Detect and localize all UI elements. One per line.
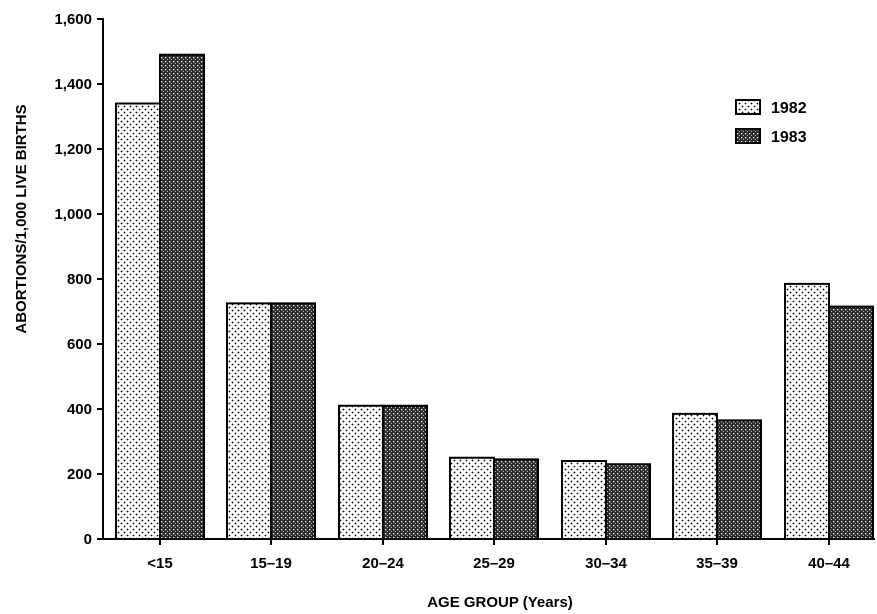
y-tick-label: 1,600 <box>54 11 92 28</box>
legend: 1982 1983 <box>735 99 807 146</box>
bar-1983-3 <box>493 458 539 540</box>
x-tick-label: 25–29 <box>473 555 515 572</box>
y-axis-title: ABORTIONS/1,000 LIVE BIRTHS <box>13 104 30 333</box>
x-axis-ticks: <15 15–19 20–24 25–29 30–34 35–39 40–44 <box>147 539 851 572</box>
bar-1982-3 <box>449 456 495 540</box>
x-tick-label: 40–44 <box>808 555 850 572</box>
bar-1982-6 <box>784 282 830 540</box>
bar-1983-5 <box>716 419 762 540</box>
bar-1982-1 <box>226 302 272 540</box>
x-tick-label: 15–19 <box>250 555 292 572</box>
legend-label-1982: 1982 <box>771 100 807 117</box>
bar-1982-2 <box>338 404 384 540</box>
x-tick-label: 30–34 <box>585 555 627 572</box>
y-tick-label: 600 <box>67 336 92 353</box>
bar-1982-4 <box>561 460 607 540</box>
bar-1983-2 <box>382 404 428 540</box>
y-tick-label: 0 <box>84 531 92 548</box>
legend-label-1983: 1983 <box>771 129 807 146</box>
bar-1983-0 <box>159 53 205 540</box>
y-tick-label: 1,400 <box>54 76 92 93</box>
bar-1983-1 <box>270 302 316 540</box>
y-tick-label: 1,200 <box>54 141 92 158</box>
x-axis-title: AGE GROUP (Years) <box>427 594 573 611</box>
y-tick-label: 400 <box>67 401 92 418</box>
bar-1983-6 <box>828 305 874 540</box>
y-tick-label: 200 <box>67 466 92 483</box>
legend-swatch-1983 <box>735 128 761 144</box>
y-tick-label: 1,000 <box>54 206 92 223</box>
legend-swatch-1982 <box>735 99 761 115</box>
x-tick-label: 20–24 <box>362 555 404 572</box>
bar-1982-0 <box>115 102 161 540</box>
bar-1983-4 <box>605 463 651 540</box>
bars <box>115 53 874 540</box>
x-tick-label: <15 <box>147 555 172 572</box>
y-tick-label: 800 <box>67 271 92 288</box>
y-axis-ticks: 0 200 400 600 800 1,000 1,200 1,400 1,600 <box>54 11 103 548</box>
bar-1982-5 <box>672 412 718 540</box>
x-tick-label: 35–39 <box>696 555 738 572</box>
